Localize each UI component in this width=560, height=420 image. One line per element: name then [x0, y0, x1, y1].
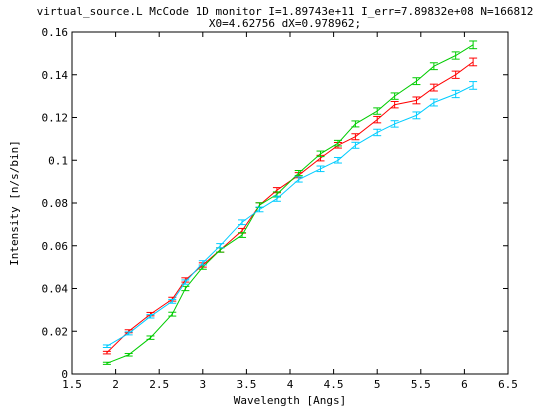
error-bar: [412, 77, 421, 86]
x-tick-label: 3: [199, 378, 206, 391]
error-bar: [373, 107, 382, 115]
series-1: [102, 57, 478, 355]
error-bar: [272, 195, 281, 202]
plot-frame: [71, 31, 509, 375]
y-tick-label: 0.06: [42, 240, 69, 253]
error-bar: [351, 141, 360, 149]
error-bar: [168, 298, 177, 304]
x-tick-label: 1.5: [62, 378, 82, 391]
series-layer: [102, 40, 478, 365]
x-tick-label: 2: [112, 378, 119, 391]
error-bar: [198, 260, 207, 266]
error-bar: [451, 89, 460, 99]
series-2: [102, 40, 478, 365]
y-axis: 0 0.02 0.04 0.06 0.08 0.1 0.12 0.14 0.16: [42, 26, 508, 381]
error-bar: [294, 176, 303, 183]
error-bar: [351, 133, 360, 141]
error-bar: [102, 350, 111, 355]
x-tick-label: 6: [461, 378, 468, 391]
y-tick-label: 0.16: [42, 26, 69, 39]
error-bar: [429, 62, 438, 71]
error-bar: [124, 352, 133, 357]
y-tick-label: 0.04: [42, 283, 69, 296]
error-bar: [469, 40, 478, 50]
x-tick-label: 6.5: [498, 378, 518, 391]
error-bar: [102, 344, 111, 348]
error-bar: [333, 156, 342, 164]
error-bar: [316, 150, 325, 158]
y-tick-label: 0.12: [42, 112, 69, 125]
x-tick-label: 5: [374, 378, 381, 391]
error-bar: [429, 83, 438, 92]
error-bar: [390, 100, 399, 109]
error-bar: [373, 115, 382, 124]
error-bar: [412, 96, 421, 105]
x-tick-label: 4: [287, 378, 294, 391]
error-bar: [216, 243, 225, 249]
error-bar: [451, 70, 460, 79]
series-line: [106, 84, 474, 347]
y-tick-label: 0.02: [42, 325, 69, 338]
y-tick-label: 0.08: [42, 197, 69, 210]
error-bar: [316, 165, 325, 173]
error-bar: [102, 361, 111, 365]
error-bar: [469, 81, 478, 90]
chart-title: virtual_source.L McCode 1D monitor I=1.8…: [37, 5, 534, 18]
error-bar: [146, 314, 155, 319]
error-bar: [469, 57, 478, 67]
series-line: [106, 44, 474, 364]
error-bar: [238, 219, 247, 226]
error-bar: [373, 128, 382, 137]
error-bar: [351, 120, 360, 128]
error-bar: [451, 51, 460, 60]
error-bar: [146, 335, 155, 340]
error-bar: [390, 92, 399, 100]
error-bar: [294, 170, 303, 177]
y-tick-label: 0.14: [42, 69, 69, 82]
y-tick-label: 0: [61, 368, 68, 381]
series-3: [102, 81, 478, 348]
series-line: [106, 61, 474, 353]
x-axis-label: Wavelength [Angs]: [234, 394, 347, 407]
chart-subtitle: X0=4.62756 dX=0.978962;: [209, 17, 361, 30]
error-bar: [168, 311, 177, 317]
error-bar: [429, 98, 438, 107]
error-bar: [181, 279, 190, 285]
y-tick-label: 0.1: [48, 154, 68, 167]
error-bar: [124, 331, 133, 336]
error-bar: [412, 111, 421, 120]
x-tick-label: 2.5: [149, 378, 169, 391]
error-bar: [238, 232, 247, 238]
x-tick-label: 4.5: [324, 378, 344, 391]
error-bar: [255, 206, 264, 213]
error-bar: [333, 139, 342, 147]
error-bar: [390, 120, 399, 128]
x-tick-label: 3.5: [236, 378, 256, 391]
y-axis-label: Intensity [n/s/bin]: [8, 140, 21, 266]
x-tick-label: 5.5: [411, 378, 431, 391]
x-axis: 1.5 2 2.5 3 3.5 4 4.5 5 5.5 6 6.5: [62, 32, 518, 391]
